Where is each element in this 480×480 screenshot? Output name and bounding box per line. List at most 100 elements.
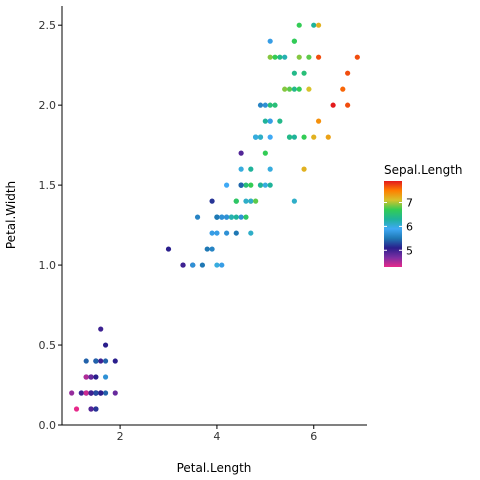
data-point bbox=[93, 390, 99, 396]
data-point bbox=[209, 246, 215, 252]
data-point bbox=[83, 390, 89, 396]
data-point bbox=[267, 182, 273, 188]
x-tick-label: 4 bbox=[213, 430, 220, 443]
data-point bbox=[345, 102, 351, 108]
x-tick-label: 6 bbox=[310, 430, 317, 443]
data-point bbox=[219, 262, 225, 268]
data-point bbox=[286, 86, 293, 92]
data-point bbox=[98, 390, 104, 396]
data-point bbox=[88, 406, 94, 412]
data-point bbox=[272, 54, 278, 60]
data-point bbox=[219, 214, 225, 220]
y-tick-label: 2.5 bbox=[39, 19, 57, 32]
data-point bbox=[88, 390, 94, 396]
data-point bbox=[243, 198, 249, 204]
legend-label: 7 bbox=[406, 197, 413, 210]
data-point bbox=[98, 326, 104, 332]
data-point bbox=[248, 166, 254, 172]
data-point bbox=[209, 230, 215, 236]
data-point bbox=[102, 342, 109, 348]
y-tick-label: 2.0 bbox=[39, 99, 57, 112]
data-point bbox=[243, 182, 249, 188]
data-point bbox=[272, 102, 278, 108]
data-point bbox=[257, 134, 264, 140]
data-point bbox=[190, 262, 196, 268]
data-point bbox=[224, 214, 230, 220]
data-point bbox=[301, 166, 307, 172]
data-point bbox=[330, 102, 336, 108]
data-point bbox=[102, 374, 109, 380]
x-axis-title: Petal.Length bbox=[177, 461, 252, 475]
data-point bbox=[315, 118, 322, 124]
data-point bbox=[340, 86, 346, 92]
data-point bbox=[69, 390, 75, 396]
data-point bbox=[102, 390, 109, 396]
data-point bbox=[253, 134, 259, 140]
data-point bbox=[214, 214, 220, 220]
data-point bbox=[262, 102, 268, 108]
data-point bbox=[214, 230, 220, 236]
data-point bbox=[248, 230, 254, 236]
legend-title: Sepal.Length bbox=[384, 163, 463, 177]
data-point bbox=[238, 214, 244, 220]
data-point bbox=[262, 150, 268, 156]
data-point bbox=[306, 86, 312, 92]
data-point bbox=[301, 70, 307, 76]
data-point bbox=[233, 214, 239, 220]
data-point bbox=[277, 54, 283, 60]
data-point bbox=[165, 246, 172, 252]
data-point bbox=[296, 54, 302, 60]
data-point bbox=[267, 38, 273, 44]
data-point bbox=[224, 230, 230, 236]
data-point bbox=[209, 198, 215, 204]
data-point bbox=[262, 182, 268, 188]
data-point bbox=[257, 102, 264, 108]
data-point bbox=[214, 262, 220, 268]
data-point bbox=[194, 214, 201, 220]
data-point bbox=[98, 358, 104, 364]
legend-ticks: 5 6 7 bbox=[384, 197, 413, 257]
data-point bbox=[267, 166, 273, 172]
data-point bbox=[291, 134, 297, 140]
data-point bbox=[291, 86, 297, 92]
data-point bbox=[73, 406, 80, 412]
y-tick-label: 0.0 bbox=[39, 419, 57, 432]
data-point bbox=[180, 262, 186, 268]
x-axis-ticks: 2 4 6 bbox=[117, 425, 317, 443]
data-point bbox=[262, 118, 268, 124]
data-point bbox=[267, 134, 273, 140]
data-point bbox=[83, 358, 89, 364]
data-point bbox=[267, 54, 273, 60]
data-point bbox=[238, 182, 244, 188]
data-point bbox=[296, 22, 302, 28]
legend-colorbar bbox=[384, 181, 402, 267]
y-axis-title: Petal.Width bbox=[4, 181, 18, 249]
data-point bbox=[291, 198, 297, 204]
data-point bbox=[282, 54, 288, 60]
data-point bbox=[306, 54, 312, 60]
data-point bbox=[93, 406, 99, 412]
data-point bbox=[88, 374, 94, 380]
data-point bbox=[233, 230, 239, 236]
data-point bbox=[228, 214, 235, 220]
data-point bbox=[291, 70, 297, 76]
data-point bbox=[243, 214, 249, 220]
data-point bbox=[311, 134, 317, 140]
data-point bbox=[253, 198, 259, 204]
data-point bbox=[282, 86, 288, 92]
data-point bbox=[112, 358, 118, 364]
data-point bbox=[78, 390, 84, 396]
data-point bbox=[296, 86, 302, 92]
legend-label: 6 bbox=[406, 220, 413, 233]
data-point bbox=[311, 22, 317, 28]
data-point bbox=[286, 134, 293, 140]
data-point bbox=[93, 358, 99, 364]
legend-label: 5 bbox=[406, 244, 413, 257]
data-point bbox=[248, 198, 254, 204]
data-point bbox=[238, 150, 244, 156]
data-point bbox=[267, 118, 273, 124]
data-point bbox=[315, 54, 322, 60]
data-point bbox=[102, 358, 109, 364]
data-point bbox=[267, 102, 273, 108]
